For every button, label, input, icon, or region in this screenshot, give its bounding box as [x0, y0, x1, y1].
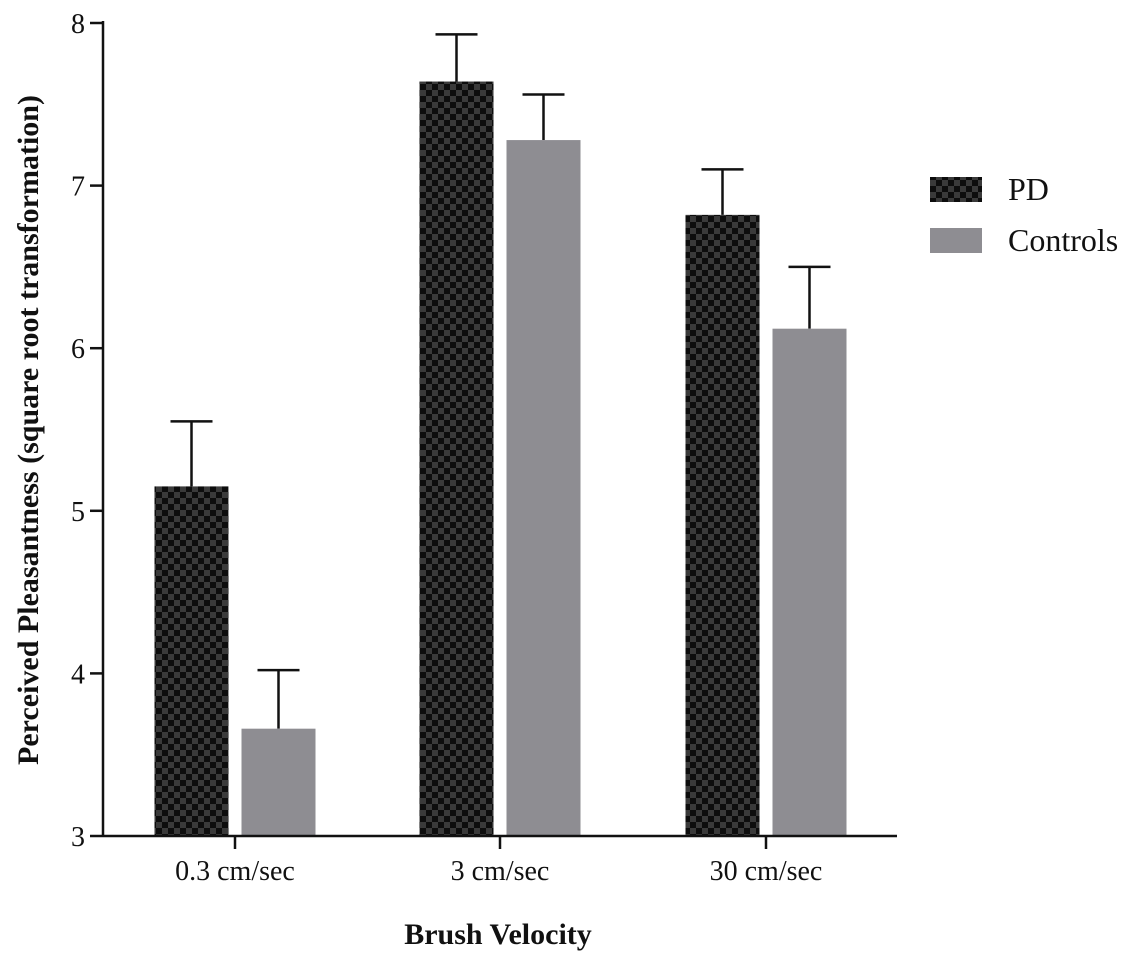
y-tick-label: 6	[71, 334, 85, 365]
y-tick-label: 3	[71, 822, 85, 853]
legend-label-controls: Controls	[1008, 222, 1118, 258]
bar-controls	[241, 728, 316, 836]
legend-swatch-pd	[930, 177, 982, 202]
y-tick-label: 7	[71, 172, 85, 203]
bar-controls	[772, 328, 847, 836]
bar-pd	[685, 214, 760, 837]
bar-pd	[419, 81, 494, 836]
y-tick-label: 8	[71, 9, 85, 40]
legend: PD Controls	[930, 171, 1118, 258]
bar-controls	[506, 140, 581, 836]
y-tick-label: 4	[71, 659, 85, 690]
y-axis-title: Perceived Pleasantness (square root tran…	[12, 95, 45, 765]
x-tick-label: 3 cm/sec	[451, 856, 550, 887]
x-tick-label: 30 cm/sec	[710, 856, 823, 887]
plot-area: 3 4 5 6 7 8 0.3 cm/sec 3 cm/sec 30 cm/sec	[71, 9, 897, 887]
bar-pd	[154, 486, 229, 836]
y-tick-label: 5	[71, 497, 85, 528]
x-axis-title: Brush Velocity	[404, 918, 592, 951]
x-tick-label: 0.3 cm/sec	[175, 856, 295, 887]
legend-swatch-controls	[930, 228, 982, 253]
legend-label-pd: PD	[1008, 171, 1049, 207]
